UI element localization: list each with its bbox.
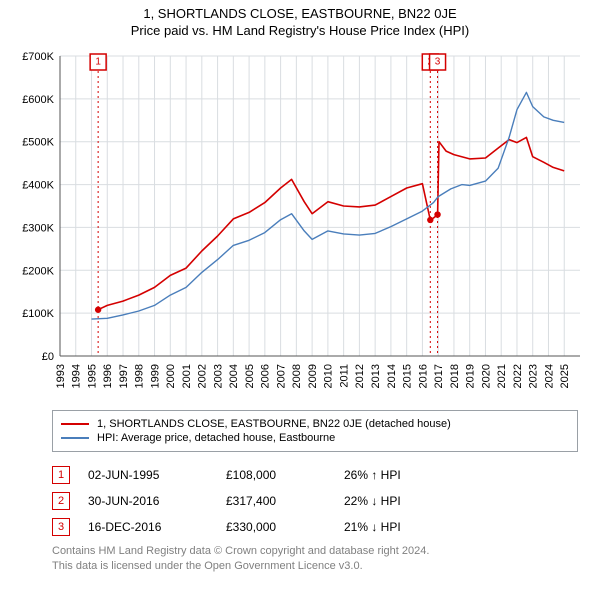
legend-label: HPI: Average price, detached house, East… xyxy=(97,432,335,444)
svg-text:2023: 2023 xyxy=(528,364,540,388)
sale-marker-icon: 1 xyxy=(52,466,70,484)
chart-title: 1, SHORTLANDS CLOSE, EASTBOURNE, BN22 0J… xyxy=(0,0,600,21)
svg-text:1993: 1993 xyxy=(55,364,67,388)
svg-text:1997: 1997 xyxy=(118,364,130,388)
svg-text:2013: 2013 xyxy=(370,364,382,388)
svg-text:1994: 1994 xyxy=(71,364,83,388)
svg-text:2014: 2014 xyxy=(386,364,398,388)
sales-list: 1 02-JUN-1995 £108,000 26% ↑ HPI 2 30-JU… xyxy=(52,462,560,540)
svg-text:2003: 2003 xyxy=(212,364,224,388)
legend-swatch xyxy=(61,423,89,425)
svg-text:£100K: £100K xyxy=(22,308,54,320)
sale-row: 2 30-JUN-2016 £317,400 22% ↓ HPI xyxy=(52,488,560,514)
svg-text:2001: 2001 xyxy=(181,364,193,388)
legend: 1, SHORTLANDS CLOSE, EASTBOURNE, BN22 0J… xyxy=(52,410,578,452)
sale-price: £317,400 xyxy=(226,494,326,508)
svg-text:1998: 1998 xyxy=(134,364,146,388)
svg-text:2008: 2008 xyxy=(291,364,303,388)
svg-text:1999: 1999 xyxy=(149,364,161,388)
svg-text:2020: 2020 xyxy=(480,364,492,388)
svg-text:2010: 2010 xyxy=(323,364,335,388)
svg-text:3: 3 xyxy=(435,57,441,68)
sale-date: 30-JUN-2016 xyxy=(88,494,208,508)
footer-attribution: Contains HM Land Registry data © Crown c… xyxy=(52,544,560,574)
legend-item: 1, SHORTLANDS CLOSE, EASTBOURNE, BN22 0J… xyxy=(61,417,569,431)
svg-text:2000: 2000 xyxy=(165,364,177,388)
svg-text:1996: 1996 xyxy=(102,364,114,388)
svg-text:2004: 2004 xyxy=(228,364,240,388)
svg-text:£200K: £200K xyxy=(22,265,54,277)
sale-date: 16-DEC-2016 xyxy=(88,520,208,534)
svg-text:£700K: £700K xyxy=(22,51,54,63)
footer-line: Contains HM Land Registry data © Crown c… xyxy=(52,544,560,559)
legend-swatch xyxy=(61,437,89,439)
footer-line: This data is licensed under the Open Gov… xyxy=(52,559,560,574)
chart-subtitle: Price paid vs. HM Land Registry's House … xyxy=(0,21,600,38)
chart-area: £0 £100K £200K £300K £400K £500K £600K £700K 199… xyxy=(8,48,592,400)
svg-text:2016: 2016 xyxy=(417,364,429,388)
svg-text:£300K: £300K xyxy=(22,222,54,234)
sale-date: 02-JUN-1995 xyxy=(88,468,208,482)
svg-text:2021: 2021 xyxy=(496,364,508,388)
sale-row: 3 16-DEC-2016 £330,000 21% ↓ HPI xyxy=(52,514,560,540)
sale-hpi-delta: 26% ↑ HPI xyxy=(344,468,444,482)
sale-marker-icon: 2 xyxy=(52,492,70,510)
svg-text:2007: 2007 xyxy=(275,364,287,388)
sale-price: £108,000 xyxy=(226,468,326,482)
legend-item: HPI: Average price, detached house, East… xyxy=(61,431,569,445)
svg-text:2019: 2019 xyxy=(465,364,477,388)
svg-text:2025: 2025 xyxy=(559,364,571,388)
svg-text:2009: 2009 xyxy=(307,364,319,388)
svg-text:£500K: £500K xyxy=(22,137,54,149)
svg-text:2024: 2024 xyxy=(543,364,555,388)
legend-label: 1, SHORTLANDS CLOSE, EASTBOURNE, BN22 0J… xyxy=(97,418,451,430)
sale-hpi-delta: 22% ↓ HPI xyxy=(344,494,444,508)
svg-text:2006: 2006 xyxy=(260,364,272,388)
sale-hpi-delta: 21% ↓ HPI xyxy=(344,520,444,534)
sale-price: £330,000 xyxy=(226,520,326,534)
svg-text:2018: 2018 xyxy=(449,364,461,388)
svg-text:2002: 2002 xyxy=(197,364,209,388)
svg-text:1: 1 xyxy=(95,57,101,68)
svg-text:£400K: £400K xyxy=(22,180,54,192)
svg-text:2015: 2015 xyxy=(402,364,414,388)
svg-text:£600K: £600K xyxy=(22,94,54,106)
sale-marker-icon: 3 xyxy=(52,518,70,536)
svg-text:2012: 2012 xyxy=(354,364,366,388)
chart-svg: £0 £100K £200K £300K £400K £500K £600K £700K 199… xyxy=(8,48,592,400)
svg-text:2005: 2005 xyxy=(244,364,256,388)
svg-text:2017: 2017 xyxy=(433,364,445,388)
svg-text:1995: 1995 xyxy=(86,364,98,388)
svg-text:£0: £0 xyxy=(42,351,54,363)
svg-text:2011: 2011 xyxy=(338,364,350,388)
svg-text:2022: 2022 xyxy=(512,364,524,388)
sale-row: 1 02-JUN-1995 £108,000 26% ↑ HPI xyxy=(52,462,560,488)
